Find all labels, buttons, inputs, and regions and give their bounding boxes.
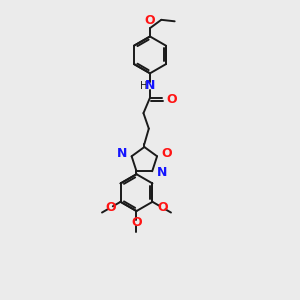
Text: O: O bbox=[131, 216, 142, 230]
Text: N: N bbox=[145, 79, 155, 92]
Text: N: N bbox=[156, 166, 167, 179]
Text: O: O bbox=[145, 14, 155, 27]
Text: H: H bbox=[140, 81, 147, 91]
Text: O: O bbox=[158, 201, 168, 214]
Text: N: N bbox=[117, 147, 128, 161]
Text: O: O bbox=[161, 147, 172, 161]
Text: O: O bbox=[105, 201, 116, 214]
Text: O: O bbox=[166, 93, 177, 106]
